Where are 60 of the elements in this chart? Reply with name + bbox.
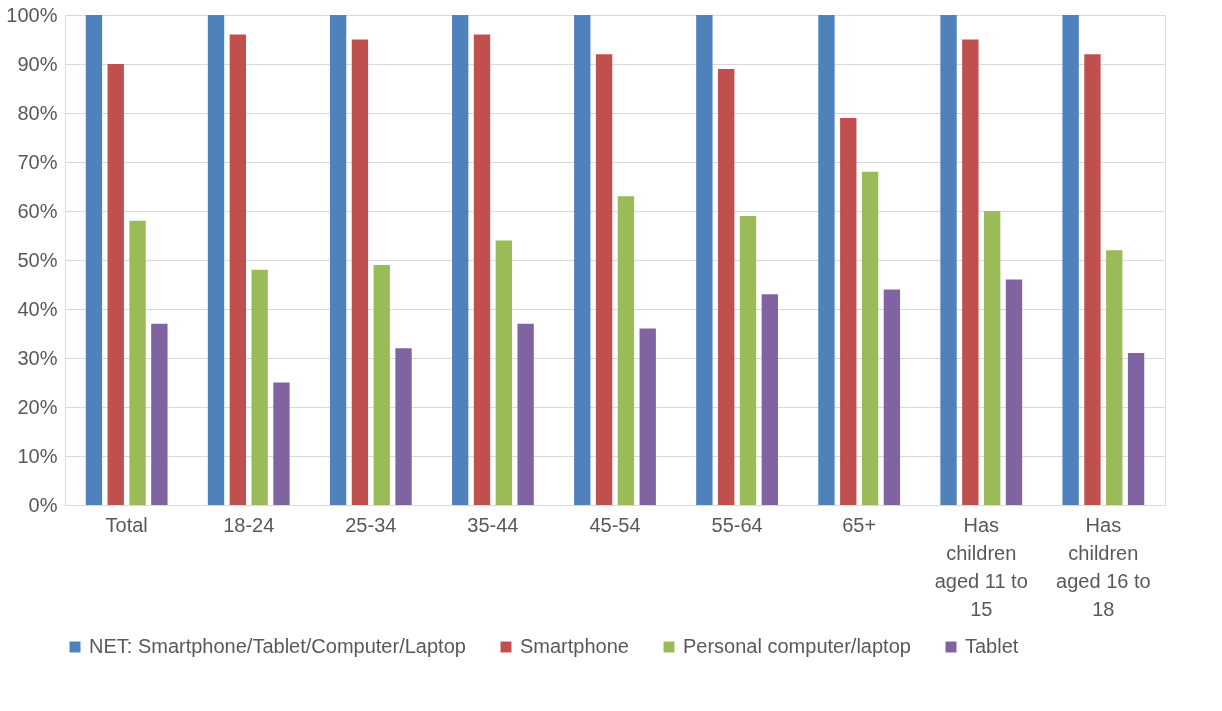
- bar: [273, 382, 290, 505]
- x-tick-label: Total: [105, 513, 148, 536]
- bar: [1005, 279, 1023, 505]
- bar: [1127, 353, 1145, 505]
- bar: [517, 323, 534, 505]
- bar: [1084, 54, 1101, 505]
- bar: [129, 220, 146, 505]
- x-tick-label: 35-44: [467, 513, 519, 536]
- bar: [495, 240, 512, 505]
- y-tick-label: 10%: [17, 444, 58, 467]
- x-tick-label: 55-64: [711, 513, 763, 536]
- bar: [574, 15, 591, 505]
- bar: [883, 289, 901, 505]
- bar: [983, 211, 1001, 505]
- bar: [351, 39, 369, 505]
- legend-label: NET: Smartphone/Tablet/Computer/Laptop: [89, 635, 466, 657]
- bar: [617, 196, 635, 505]
- legend-label: Smartphone: [520, 635, 629, 657]
- y-tick-label: 60%: [17, 199, 58, 222]
- bar: [639, 328, 656, 505]
- bar: [452, 15, 469, 505]
- y-tick-label: 40%: [17, 297, 58, 320]
- bar: [962, 39, 979, 505]
- bar: [1106, 250, 1123, 505]
- bar: [840, 117, 857, 505]
- y-tick-label: 90%: [17, 52, 58, 75]
- x-tick-label: 45-54: [589, 513, 641, 536]
- bar: [207, 15, 225, 505]
- x-tick-label: 25-34: [345, 513, 397, 536]
- legend-label: Personal computer/laptop: [683, 635, 911, 657]
- bar: [718, 68, 735, 505]
- y-tick-label: 0%: [28, 493, 58, 516]
- x-tick-label: 65+: [842, 513, 877, 536]
- bar: [473, 34, 491, 505]
- bar: [373, 264, 390, 505]
- x-tick-label: 18-24: [223, 513, 275, 536]
- bar: [595, 54, 613, 505]
- y-tick-label: 100%: [6, 3, 58, 26]
- bar: [329, 15, 347, 505]
- bar: [940, 15, 957, 505]
- bar: [696, 15, 713, 505]
- y-tick-label: 30%: [17, 346, 58, 369]
- bar: [818, 15, 835, 505]
- y-tick-label: 80%: [17, 101, 58, 124]
- y-tick-label: 70%: [17, 150, 58, 173]
- bar: [251, 269, 268, 505]
- bar: [739, 215, 757, 505]
- legend-label: Tablet: [965, 635, 1019, 657]
- bar: [229, 34, 247, 505]
- y-tick-label: 50%: [17, 248, 58, 271]
- bar: [85, 15, 103, 505]
- y-tick-label: 20%: [17, 395, 58, 418]
- bar: [151, 323, 168, 505]
- x-tick-label: Has children aged 11 to 15: [934, 513, 1028, 620]
- bar: [107, 64, 124, 505]
- bar: [761, 294, 778, 505]
- bar: [1062, 15, 1079, 505]
- x-tick-label: Has children aged 16 to 18: [1056, 513, 1151, 620]
- bar: [861, 171, 879, 505]
- bar: [395, 348, 412, 505]
